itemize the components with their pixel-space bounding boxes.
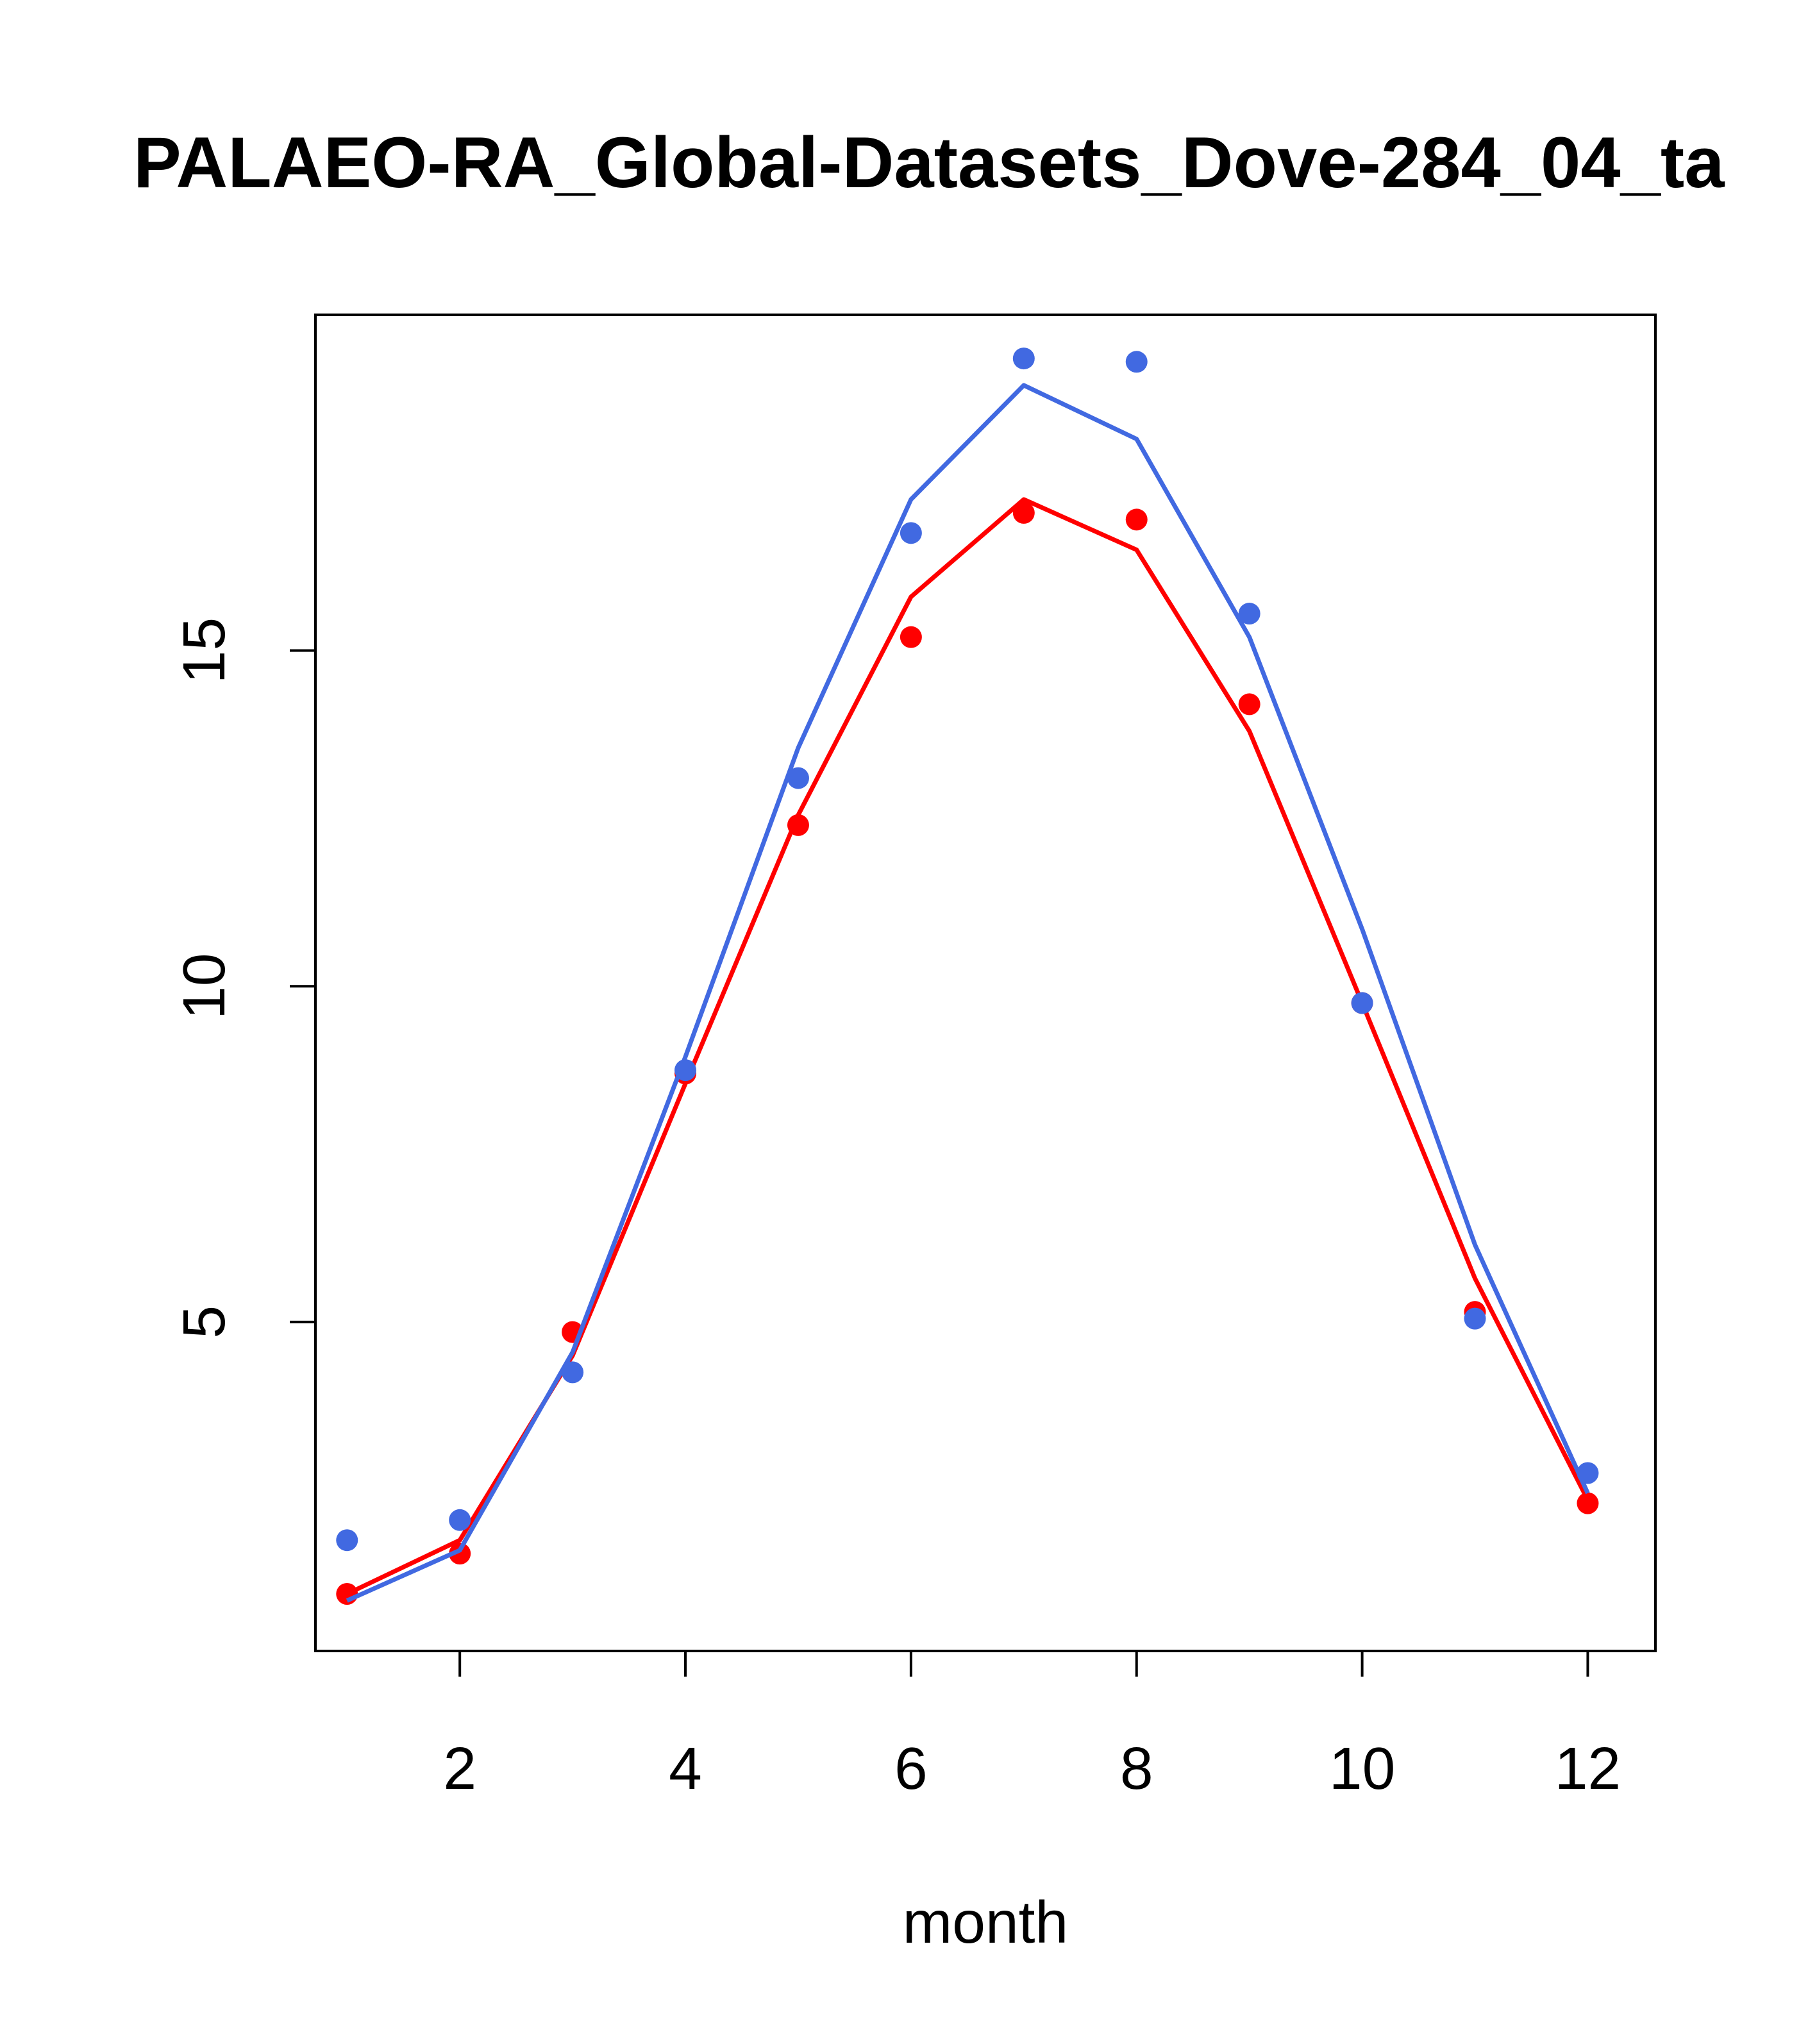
chart-title: PALAEO-RA_Global-Datasets_Dove-284_04_ta (133, 122, 1725, 203)
series-point-2 (1464, 1307, 1486, 1330)
y-tick-label: 5 (171, 1305, 237, 1339)
x-axis: 2 4 6 8 10 12 (443, 1650, 1621, 1802)
series-point-1 (1577, 1492, 1599, 1514)
x-tick-label: 8 (1120, 1735, 1153, 1802)
series-point-2 (1351, 992, 1373, 1014)
series-point-1 (449, 1543, 471, 1565)
series-layer (336, 348, 1599, 1605)
series-point-1 (1238, 693, 1260, 716)
y-tick-label: 15 (171, 617, 237, 683)
series-line-1 (346, 497, 1590, 1596)
series-point-2 (1577, 1462, 1599, 1484)
y-axis: 5 10 15 (171, 617, 317, 1339)
series-point-2 (1012, 348, 1035, 370)
series-point-2 (449, 1509, 471, 1531)
series-point-2 (1125, 351, 1148, 373)
x-tick-label: 6 (894, 1735, 928, 1802)
series-point-2 (787, 767, 809, 789)
series-point-1 (1125, 508, 1148, 531)
series-point-2 (900, 522, 922, 544)
y-tick-label: 10 (171, 953, 237, 1019)
series-point-1 (336, 1582, 358, 1605)
series-point-2 (336, 1529, 358, 1552)
series-point-2 (674, 1059, 697, 1082)
x-tick-label: 10 (1329, 1735, 1395, 1802)
series-line-2 (346, 383, 1590, 1603)
series-point-2 (562, 1361, 584, 1384)
series-point-1 (1012, 501, 1035, 524)
series-point-1 (900, 626, 922, 648)
x-tick-label: 2 (443, 1735, 476, 1802)
x-tick-label: 4 (669, 1735, 702, 1802)
x-axis-label: month (903, 1889, 1068, 1956)
series-point-2 (1238, 603, 1260, 625)
x-tick-label: 12 (1555, 1735, 1621, 1802)
series-point-1 (787, 814, 809, 836)
